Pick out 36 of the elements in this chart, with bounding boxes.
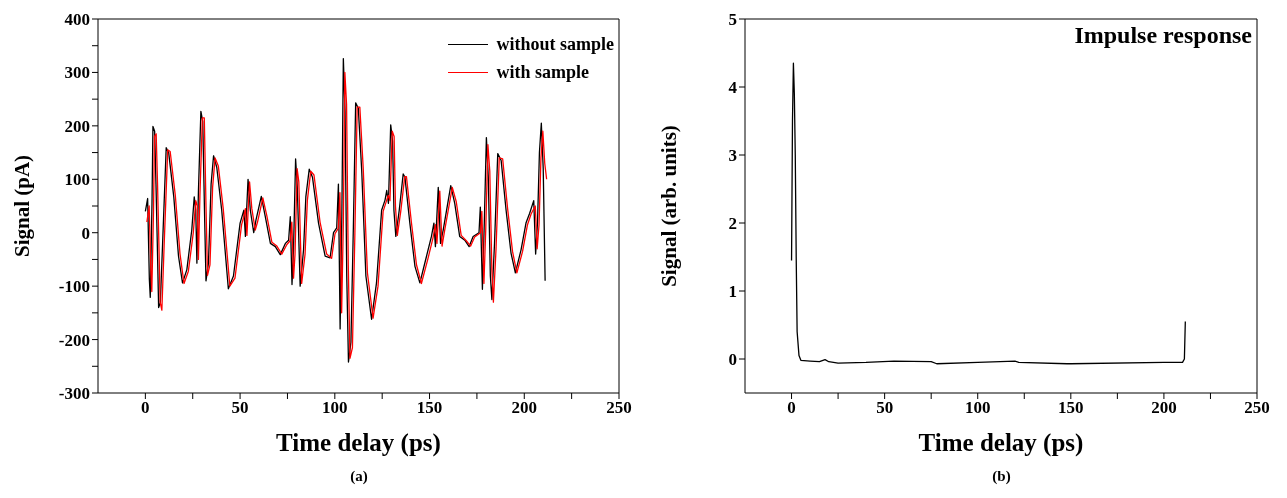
x-tick-label: 100 (322, 398, 348, 418)
y-tick-label: 0 (728, 350, 737, 370)
y-tick-label: -200 (58, 330, 90, 350)
y-tick-label: 1 (728, 282, 737, 302)
y-tick-label: 100 (64, 170, 90, 190)
x-tick-label: 250 (606, 398, 632, 418)
y-tick-label: 200 (64, 116, 90, 136)
x-tick-label: 250 (1244, 398, 1270, 418)
y-tick-label: 400 (64, 10, 90, 30)
text: (b) (991, 468, 1012, 485)
x-tick-label: 0 (787, 398, 796, 418)
y-axis-title: Signal (pA) (10, 154, 35, 258)
x-tick-label: 200 (511, 398, 538, 418)
x-tick-label: 150 (416, 398, 443, 418)
x-tick-label: 150 (1058, 398, 1084, 418)
y-tick-label: 0 (81, 223, 90, 243)
x-axis-title: Time delay (ps) (276, 429, 441, 457)
y-axis-title: Signal (arb. units) (657, 125, 682, 287)
x-tick-label: 200 (1151, 398, 1177, 418)
y-tick-label: 2 (728, 214, 737, 234)
y-tick-label: 5 (728, 10, 737, 30)
legend-label: without sample (496, 33, 614, 55)
x-axis-title: Time delay (ps) (918, 429, 1084, 457)
chart-title: Impulse response (1074, 22, 1252, 49)
x-tick-label: 50 (876, 398, 894, 418)
text: (a) (349, 468, 369, 485)
line-series (790, 62, 1186, 365)
y-tick-label: -300 (58, 384, 90, 404)
x-tick-label: 50 (231, 398, 249, 418)
x-tick-label: 0 (141, 398, 150, 418)
y-tick-label: 3 (728, 146, 737, 166)
x-tick-label: 100 (964, 398, 991, 418)
y-tick-label: 300 (64, 63, 90, 83)
y-tick-label: -100 (58, 277, 90, 297)
legend-label: with sample (496, 61, 589, 83)
y-tick-label: 4 (728, 78, 738, 98)
